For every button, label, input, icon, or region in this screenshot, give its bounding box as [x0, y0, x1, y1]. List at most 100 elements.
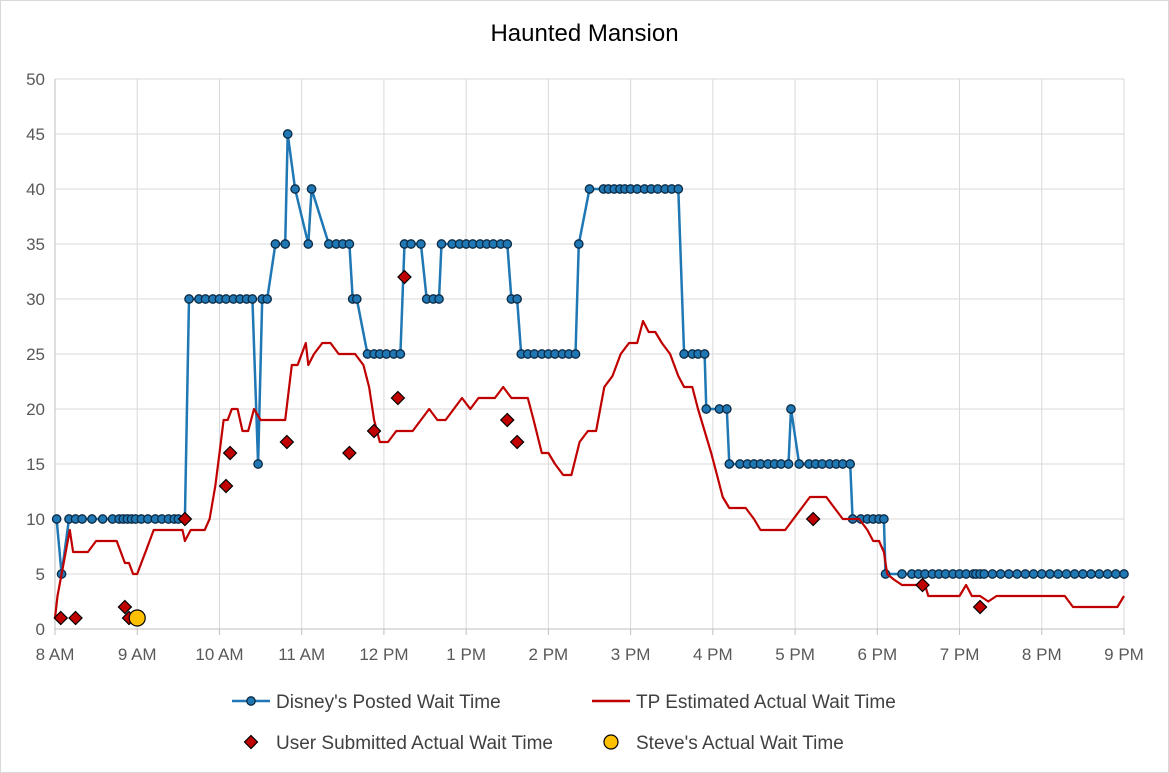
posted-wait-point	[699, 349, 710, 359]
posted-wait-point	[395, 349, 406, 359]
chart-title: Haunted Mansion	[490, 20, 679, 47]
user-submitted-point	[68, 610, 83, 626]
y-tick-label: 0	[36, 620, 45, 639]
user-submitted-point	[499, 412, 515, 428]
y-tick-label: 35	[26, 235, 45, 254]
posted-wait-point	[794, 459, 805, 469]
posted-wait-point	[270, 239, 281, 249]
legend-item: Steve's Actual Wait Time	[603, 733, 844, 754]
posted-wait-point	[77, 514, 87, 524]
posted-wait-point	[436, 239, 447, 249]
posted-wait-point	[1020, 569, 1031, 579]
posted-wait-point	[987, 569, 998, 579]
posted-wait-point	[344, 239, 355, 249]
x-tick-label: 11 AM	[278, 645, 325, 664]
posted-wait-point	[502, 239, 513, 249]
user-submitted-point	[177, 511, 193, 527]
user-submitted-point	[972, 599, 988, 615]
posted-wait-point	[416, 239, 426, 249]
posted-wait-point	[1110, 569, 1121, 579]
posted-wait-point	[724, 459, 735, 469]
posted-wait-point	[1053, 569, 1064, 579]
posted-wait-point	[1028, 569, 1039, 579]
user-submitted-point	[915, 577, 930, 593]
posted-wait-point	[570, 349, 581, 359]
user-submitted-point	[117, 599, 133, 615]
posted-wait-point	[262, 294, 273, 304]
posted-wait-point	[1045, 569, 1055, 579]
legend-swatch-marker	[246, 696, 256, 706]
y-tick-label: 40	[26, 180, 45, 199]
user-submitted-point	[218, 478, 234, 494]
posted-wait-point	[673, 184, 684, 194]
y-tick-label: 20	[26, 400, 45, 419]
posted-wait-point	[1078, 569, 1088, 579]
y-tick-label: 30	[26, 290, 45, 309]
user-submitted-point	[366, 423, 382, 439]
posted-wait-point	[1094, 569, 1105, 579]
user-submitted-point	[390, 390, 406, 406]
y-tick-label: 10	[26, 510, 45, 529]
posted-wait-point	[786, 404, 796, 414]
legend: Disney's Posted Wait Time TP Estimated Ac…	[232, 692, 896, 754]
posted-wait-point	[184, 294, 194, 304]
posted-wait-point	[512, 294, 522, 304]
series-layer	[51, 129, 1129, 627]
posted-wait-point	[1086, 569, 1096, 579]
posted-wait-point	[280, 239, 291, 249]
tp-estimated-line	[53, 319, 1125, 619]
user-submitted-point	[53, 610, 69, 626]
legend-swatch-diamond	[243, 734, 259, 750]
legend-label: User Submitted Actual Wait Time	[276, 733, 553, 754]
posted-wait-point	[721, 404, 732, 414]
posted-wait-point	[573, 239, 584, 249]
legend-swatch-circle	[603, 734, 619, 750]
posted-wait-point	[783, 459, 794, 469]
x-tick-label: 9 AM	[118, 645, 157, 664]
posted-wait-point	[434, 294, 444, 304]
posted-wait-point	[995, 569, 1006, 579]
posted-wait-point	[1102, 569, 1113, 579]
x-tick-label: 4 PM	[693, 645, 733, 664]
posted-wait-point	[51, 514, 62, 524]
x-tick-label: 2 PM	[529, 645, 569, 664]
posted-wait-point	[306, 184, 317, 194]
posted-wait-point	[1036, 569, 1047, 579]
posted-wait-point	[979, 569, 990, 579]
y-tick-label: 15	[26, 455, 45, 474]
posted-wait-point	[97, 514, 108, 524]
posted-wait-point	[351, 294, 362, 304]
posted-wait-point	[879, 514, 889, 524]
x-tick-label: 8 PM	[1022, 645, 1062, 664]
steve-actual-point	[128, 609, 146, 627]
y-tick-label: 45	[26, 125, 45, 144]
tick-labels: 0 5 10 15 20 25 30 35 40 45 50 8 AM 9 AM 10 AM 11 AM 12…	[26, 70, 1144, 664]
posted-wait-point	[406, 239, 416, 249]
posted-wait-point	[303, 239, 314, 249]
y-tick-label: 50	[26, 70, 45, 89]
posted-wait-point	[897, 569, 907, 579]
x-tick-label: 6 PM	[857, 645, 897, 664]
user-submitted-point	[279, 434, 295, 450]
y-tick-label: 25	[26, 345, 45, 364]
posted-wait-point	[1012, 569, 1022, 579]
posted-wait-point	[282, 129, 293, 139]
user-submitted-point	[509, 434, 525, 450]
x-tick-label: 1 PM	[446, 645, 486, 664]
posted-wait-point	[584, 184, 595, 194]
legend-item: Disney's Posted Wait Time	[232, 692, 501, 713]
posted-wait-point	[1061, 569, 1072, 579]
posted-wait-point	[701, 404, 712, 414]
posted-wait-point	[1119, 569, 1129, 579]
x-tick-label: 12 PM	[359, 645, 408, 664]
user-submitted-point	[222, 445, 238, 461]
user-submitted-point	[397, 269, 412, 285]
posted-wait-point	[253, 459, 263, 469]
gridlines	[54, 78, 1125, 630]
posted-wait-point	[290, 184, 300, 194]
legend-label: Disney's Posted Wait Time	[276, 692, 501, 713]
x-tick-label: 8 AM	[36, 645, 75, 664]
user-submitted-point	[805, 511, 821, 527]
